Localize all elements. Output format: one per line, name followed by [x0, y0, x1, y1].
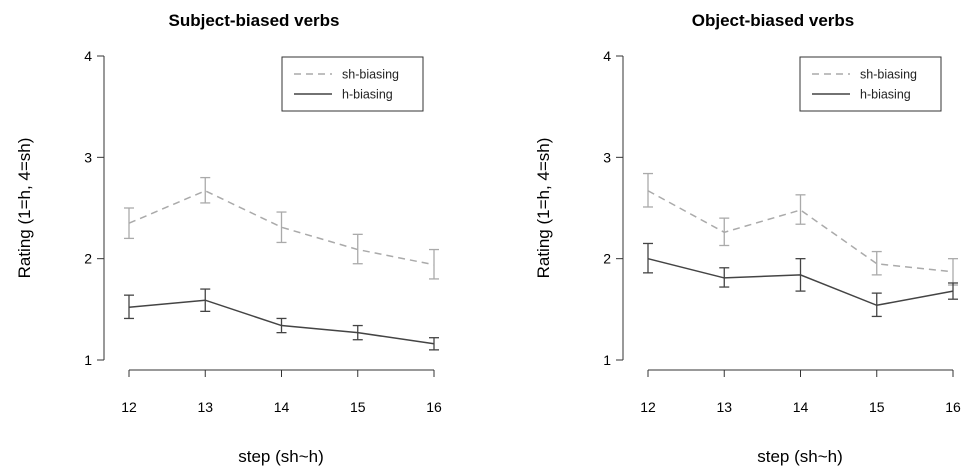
x-tick-label: 13	[716, 399, 732, 415]
y-axis-label: Rating (1=h, 4=sh)	[15, 138, 34, 279]
legend: sh-biasing h-biasing	[799, 56, 942, 112]
legend-label: h-biasing	[342, 88, 393, 102]
y-tick-label: 1	[84, 352, 92, 368]
y-tick-label: 4	[84, 48, 92, 64]
x-tick-label: 15	[350, 399, 366, 415]
chart-title: Object-biased verbs	[692, 11, 855, 30]
x-tick-label: 15	[869, 399, 885, 415]
y-tick-label: 3	[84, 149, 92, 165]
x-tick-label: 13	[197, 399, 213, 415]
x-tick-label: 12	[121, 399, 137, 415]
chart-panel-subject-biased: Subject-biased verbs step (sh~h) Rating …	[15, 11, 442, 466]
chart-panel-object-biased: Object-biased verbs step (sh~h) Rating (…	[534, 11, 961, 466]
legend-label: h-biasing	[860, 88, 911, 102]
x-tick-label: 12	[640, 399, 656, 415]
y-axis-label: Rating (1=h, 4=sh)	[534, 138, 553, 279]
x-tick-label: 14	[274, 399, 290, 415]
y-tick-label: 4	[603, 48, 611, 64]
x-tick-label: 16	[945, 399, 961, 415]
legend-label: sh-biasing	[342, 68, 399, 82]
legend: sh-biasing h-biasing	[281, 56, 424, 112]
legend-box	[281, 56, 424, 112]
data-marks	[124, 176, 439, 351]
x-tick-label: 16	[426, 399, 442, 415]
x-tick-label: 14	[793, 399, 809, 415]
y-tick-label: 3	[603, 149, 611, 165]
y-tick-label: 2	[84, 251, 92, 267]
x-axis-label: step (sh~h)	[757, 447, 843, 466]
chart-title: Subject-biased verbs	[168, 11, 339, 30]
data-marks	[643, 172, 958, 318]
legend-label: sh-biasing	[860, 68, 917, 82]
x-axis-label: step (sh~h)	[238, 447, 324, 466]
y-tick-label: 2	[603, 251, 611, 267]
y-tick-label: 1	[603, 352, 611, 368]
legend-box	[799, 56, 942, 112]
